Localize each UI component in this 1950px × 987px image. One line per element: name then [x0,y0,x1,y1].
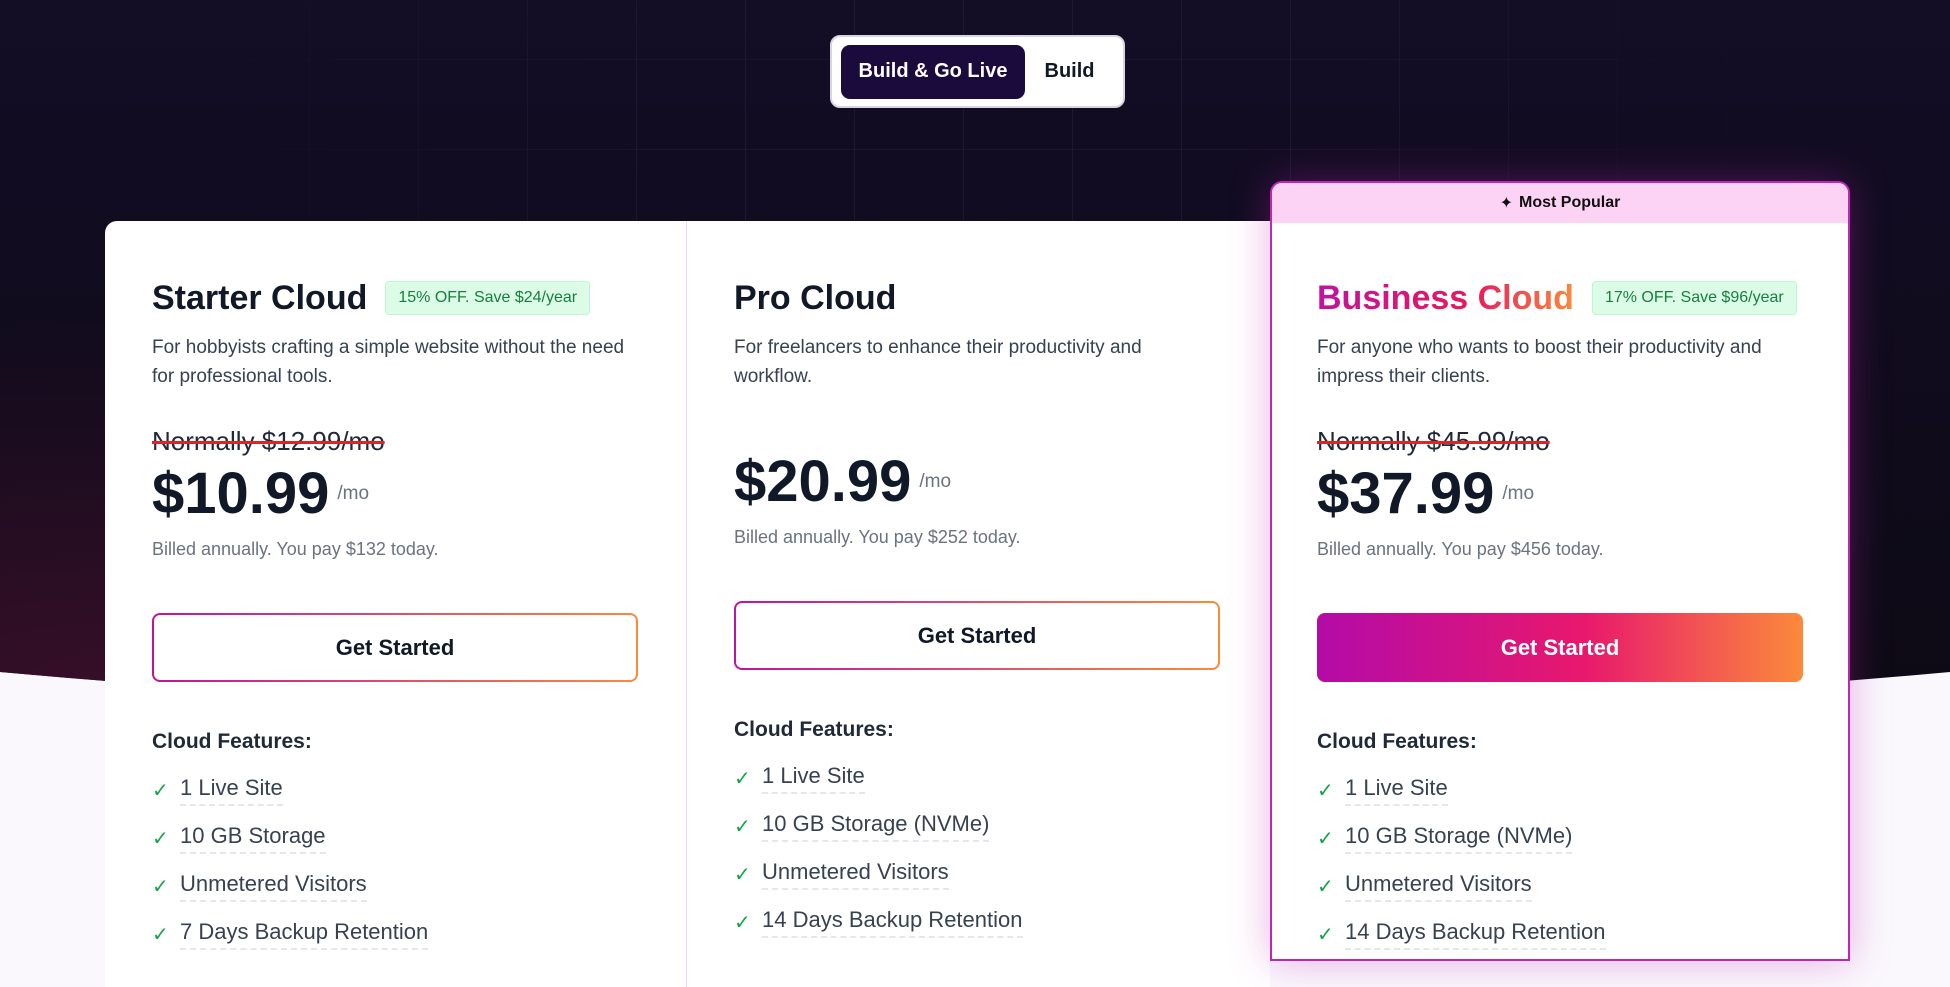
sparkles-icon: ✦ [1499,195,1514,212]
discount-badge: 15% OFF. Save $24/year [385,281,591,315]
feature-item: ✓ 10 GB Storage (NVMe) [734,802,1223,850]
plan-type-toggle: Build & Go Live Build [830,35,1125,108]
toggle-build-go-live[interactable]: Build & Go Live [841,44,1025,99]
feature-item: ✓ Unmetered Visitors [152,862,639,910]
plan-card-starter: Starter Cloud 15% OFF. Save $24/year For… [105,221,687,987]
feature-text[interactable]: Unmetered Visitors [180,871,367,902]
billing-note: Billed annually. You pay $252 today. [734,527,1021,547]
ribbon-label: Most Popular [1519,194,1621,211]
normal-price: Normally $45.99/mo [1317,426,1550,456]
feature-item: ✓ 14 Days Backup Retention [1317,910,1803,958]
plan-title: Starter Cloud [152,278,368,317]
get-started-button[interactable]: Get Started [734,601,1220,670]
check-icon: ✓ [734,815,751,838]
check-icon: ✓ [1317,779,1334,802]
plan-card-pro: Pro Cloud For freelancers to enhance the… [687,221,1270,987]
get-started-button[interactable]: Get Started [152,613,638,682]
feature-item: ✓ 10 GB Storage (NVMe) [1317,814,1803,862]
plan-title: Pro Cloud [734,278,897,317]
feature-item: ✓ 1 Live Site [152,766,639,814]
feature-text[interactable]: 1 Live Site [762,763,865,794]
feature-item: ✓ 1 Live Site [734,754,1223,802]
feature-text[interactable]: 10 GB Storage (NVMe) [762,811,990,842]
feature-item: ✓ 14 Days Backup Retention [734,898,1223,946]
feature-text[interactable]: Unmetered Visitors [1345,871,1532,902]
plan-price: $10.99 [152,461,330,526]
check-icon: ✓ [734,863,751,886]
check-icon: ✓ [734,767,751,790]
plan-description: For freelancers to enhance their product… [734,337,1142,387]
check-icon: ✓ [1317,875,1334,898]
most-popular-ribbon: ✦ Most Popular [1272,183,1848,223]
billing-note: Billed annually. You pay $132 today. [152,539,439,559]
feature-text[interactable]: 7 Days Backup Retention [180,919,429,950]
billing-note: Billed annually. You pay $456 today. [1317,539,1604,559]
feature-item: ✓ 10 GB Storage [152,814,639,862]
discount-badge: 17% OFF. Save $96/year [1591,281,1797,315]
plan-price: $37.99 [1317,461,1495,526]
price-period: /mo [1502,483,1535,504]
check-icon: ✓ [1317,923,1334,946]
plan-price: $20.99 [734,449,912,514]
feature-item: ✓ Unmetered Visitors [1317,862,1803,910]
feature-text[interactable]: Unmetered Visitors [762,859,949,890]
feature-text[interactable]: 1 Live Site [180,775,283,806]
features-heading: Cloud Features: [1317,730,1477,753]
check-icon: ✓ [152,779,169,802]
plan-card-business: ✦ Most Popular Business Cloud 17% OFF. S… [1270,181,1850,961]
toggle-build[interactable]: Build [1044,60,1095,82]
check-icon: ✓ [734,911,751,934]
feature-item: ✓ Unmetered Visitors [734,850,1223,898]
get-started-button[interactable]: Get Started [1317,613,1803,682]
feature-text[interactable]: 10 GB Storage (NVMe) [1345,823,1573,854]
check-icon: ✓ [152,827,169,850]
features-heading: Cloud Features: [734,718,894,741]
plan-description: For hobbyists crafting a simple website … [152,337,625,387]
feature-text[interactable]: 14 Days Backup Retention [762,907,1023,938]
feature-item: ✓ 7 Days Backup Retention [152,910,639,958]
feature-item: ✓ 1 Live Site [1317,766,1803,814]
check-icon: ✓ [152,923,169,946]
check-icon: ✓ [1317,827,1334,850]
features-heading: Cloud Features: [152,730,312,753]
check-icon: ✓ [152,875,169,898]
feature-text[interactable]: 10 GB Storage [180,823,326,854]
feature-text[interactable]: 1 Live Site [1345,775,1448,806]
price-period: /mo [337,483,370,504]
price-period: /mo [919,471,952,492]
plan-description: For anyone who wants to boost their prod… [1317,337,1762,387]
normal-price: Normally $12.99/mo [152,426,385,456]
plan-title: Business Cloud [1317,278,1574,317]
feature-text[interactable]: 14 Days Backup Retention [1345,919,1606,950]
